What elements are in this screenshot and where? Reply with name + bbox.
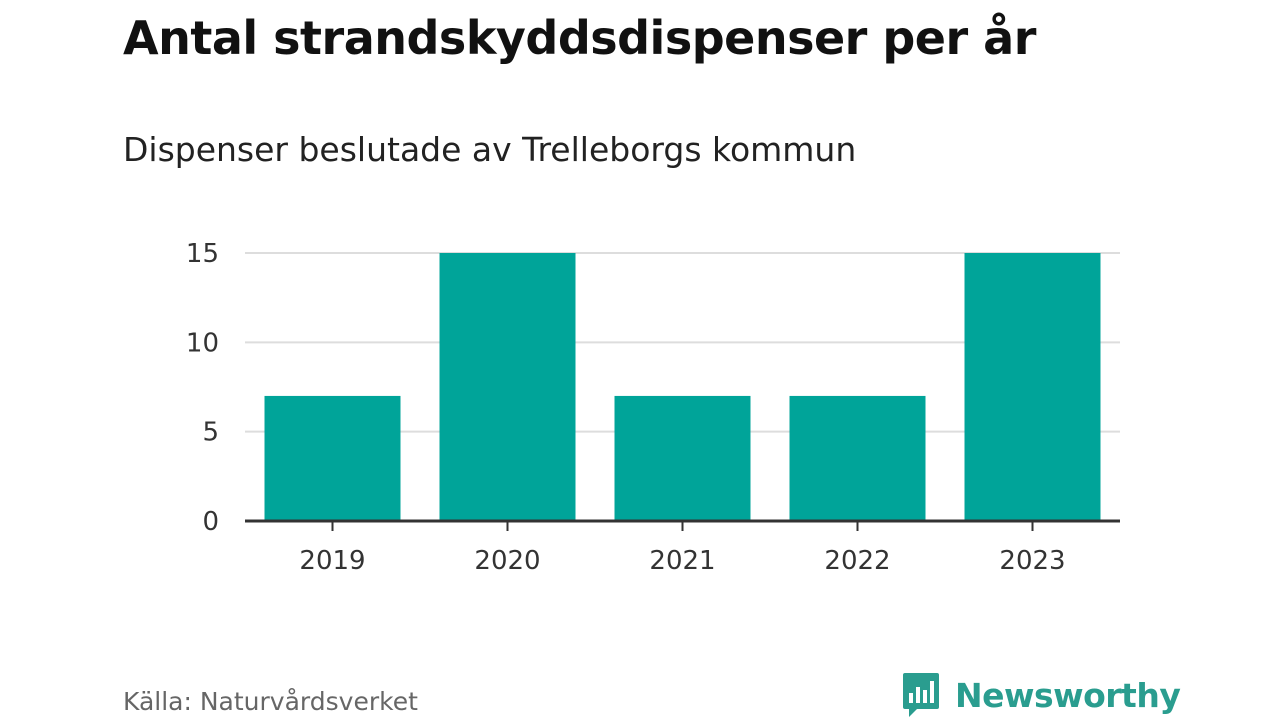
chart-subtitle: Dispenser beslutade av Trelleborgs kommu…	[123, 130, 857, 169]
y-tick-label-15: 15	[186, 239, 219, 269]
y-tick-label-5: 5	[202, 418, 219, 448]
x-tick-label-2020: 2020	[474, 546, 540, 576]
chart-title: Antal strandskyddsdispenser per år	[123, 11, 1036, 65]
x-tick-label-2023: 2023	[999, 546, 1065, 576]
y-tick-label-10: 10	[186, 328, 219, 358]
x-tick-label-2022: 2022	[824, 546, 890, 576]
bar-2020	[439, 253, 576, 521]
y-axis-tick-labels: 0 5 10 15	[186, 239, 219, 537]
brand-name: Newsworthy	[955, 675, 1181, 715]
source-note: Källa: Naturvårdsverket	[123, 687, 418, 716]
bar-2023	[964, 253, 1101, 521]
bar-2022	[789, 395, 926, 521]
newsworthy-logo-icon	[903, 673, 939, 717]
x-axis	[245, 519, 1120, 531]
x-axis-tick-labels: 2019 2020 2021 2022 2023	[299, 546, 1065, 576]
bar-2021	[614, 395, 751, 521]
bar-2019	[264, 395, 401, 521]
bars	[264, 253, 1101, 521]
brand-logo: Newsworthy	[901, 670, 1181, 720]
x-tick-label-2021: 2021	[649, 546, 715, 576]
y-tick-label-0: 0	[202, 507, 219, 537]
x-tick-label-2019: 2019	[299, 546, 365, 576]
